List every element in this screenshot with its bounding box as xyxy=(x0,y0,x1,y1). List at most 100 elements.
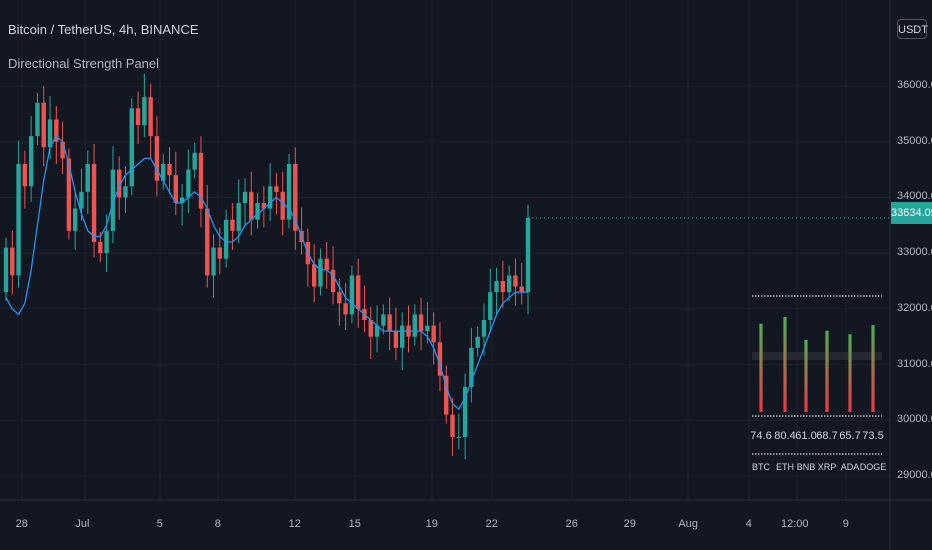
candle-body xyxy=(475,336,480,348)
strength-bar-xrp xyxy=(825,330,829,412)
candle-body xyxy=(154,136,160,181)
strength-value-bnb: 61.0 xyxy=(795,430,816,442)
candle-body xyxy=(54,119,59,142)
candle-body xyxy=(22,164,28,187)
candle-body xyxy=(123,186,128,198)
candle-body xyxy=(431,325,436,343)
candle-body xyxy=(456,437,462,438)
strength-bar-eth xyxy=(783,316,787,412)
time-axis-label: Aug xyxy=(678,518,698,530)
candle-body xyxy=(236,203,241,231)
price-axis-label: 31000.00 xyxy=(897,357,932,370)
time-axis-label: Jul xyxy=(75,518,90,530)
candle-body xyxy=(255,203,260,220)
strength-value-eth: 80.4 xyxy=(774,430,795,442)
candle-body xyxy=(110,169,116,231)
strength-panel: 74.6 BTC 80.4 ETH 61.0 BNB 68.7 XRP 65.7 ADA 73.5 D… xyxy=(750,295,886,472)
candle-body xyxy=(179,197,185,203)
candle-body xyxy=(91,164,97,242)
strength-label-bnb: BNB xyxy=(797,462,816,472)
candle-body xyxy=(437,342,443,376)
candle-body xyxy=(374,325,380,337)
time-axis-label: 28 xyxy=(15,518,28,530)
candle-body xyxy=(444,375,449,415)
candle-body xyxy=(368,320,373,337)
price-axis-label: 35000.00 xyxy=(897,134,932,147)
price-axis-label: 36000.00 xyxy=(897,79,932,91)
candle-body xyxy=(35,102,40,137)
time-axis-label: 15 xyxy=(348,518,361,530)
price-axis-label: 32000.00 xyxy=(897,301,932,314)
candle-body xyxy=(311,264,317,287)
time-axis-label: 9 xyxy=(842,518,849,530)
currency-scale-button[interactable]: USDT xyxy=(897,19,928,39)
candle-body xyxy=(462,386,468,437)
candle-body xyxy=(167,164,172,176)
candle-body xyxy=(142,97,147,125)
candle-body xyxy=(381,314,386,326)
candle-body xyxy=(60,141,65,159)
candle-body xyxy=(450,414,455,437)
candle-body xyxy=(318,258,323,287)
strength-label-ada: ADA xyxy=(841,462,860,472)
candle-body xyxy=(161,164,166,181)
candle-body xyxy=(117,169,122,198)
strength-bar-bnb xyxy=(804,339,808,412)
candle-body xyxy=(267,186,273,209)
symbol-title[interactable]: Bitcoin / TetherUS, 4h, BINANCE xyxy=(8,22,199,37)
strength-bar-ada xyxy=(848,334,852,412)
candle-body xyxy=(525,217,531,293)
candle-body xyxy=(337,292,342,304)
strength-label-eth: ETH xyxy=(776,462,794,472)
strength-value-btc: 74.6 xyxy=(750,430,771,442)
candle-body xyxy=(488,292,493,320)
strength-value-doge: 73.5 xyxy=(862,430,883,442)
time-axis-label: 4 xyxy=(745,518,752,530)
candle-body xyxy=(387,314,392,332)
candle-body xyxy=(205,208,210,276)
indicator-title[interactable]: Directional Strength Panel xyxy=(8,56,160,71)
time-axis-label: 12:00 xyxy=(781,518,809,530)
candle-body xyxy=(349,275,355,315)
candle-body xyxy=(418,314,424,332)
candle-body xyxy=(148,97,153,137)
candle-body xyxy=(481,320,487,337)
candle-body xyxy=(494,281,499,293)
candle-body xyxy=(47,119,53,148)
price-axis-label: 30000.00 xyxy=(897,413,932,426)
candle-body xyxy=(261,203,267,209)
candle-body xyxy=(425,325,430,332)
price-axis-label: 33000.00 xyxy=(897,246,932,259)
strength-bar-btc xyxy=(759,323,763,412)
candle-body xyxy=(85,164,90,192)
time-axis-label: 26 xyxy=(565,518,578,530)
candle-body xyxy=(211,247,216,276)
candle-body xyxy=(173,175,179,203)
candle-body xyxy=(519,286,524,293)
candle-body xyxy=(400,325,405,348)
candle-body xyxy=(28,136,34,187)
candle-body xyxy=(355,275,361,309)
time-axis-label: 12 xyxy=(288,518,301,530)
price-axis-label: 34000.00 xyxy=(897,190,932,203)
candle-body xyxy=(10,247,15,276)
candle-body xyxy=(500,281,506,293)
last-price-tag: 33634.09 xyxy=(891,202,932,224)
moving-average-line xyxy=(5,135,528,411)
strength-bar-doge xyxy=(871,325,875,412)
time-axis-label: 19 xyxy=(425,518,438,530)
candle-body xyxy=(135,108,141,125)
candle-body xyxy=(104,230,109,254)
candle-body xyxy=(186,169,191,198)
candle-body xyxy=(98,242,103,254)
candle-body xyxy=(66,158,72,231)
time-axis-label: 29 xyxy=(623,518,636,530)
candle-body xyxy=(223,219,229,259)
candle-body xyxy=(3,247,9,293)
strength-value-ada: 65.7 xyxy=(839,430,860,442)
candle-body xyxy=(324,258,329,270)
candle-body xyxy=(513,275,518,287)
candle-body xyxy=(286,164,292,220)
candle-body xyxy=(242,191,248,203)
